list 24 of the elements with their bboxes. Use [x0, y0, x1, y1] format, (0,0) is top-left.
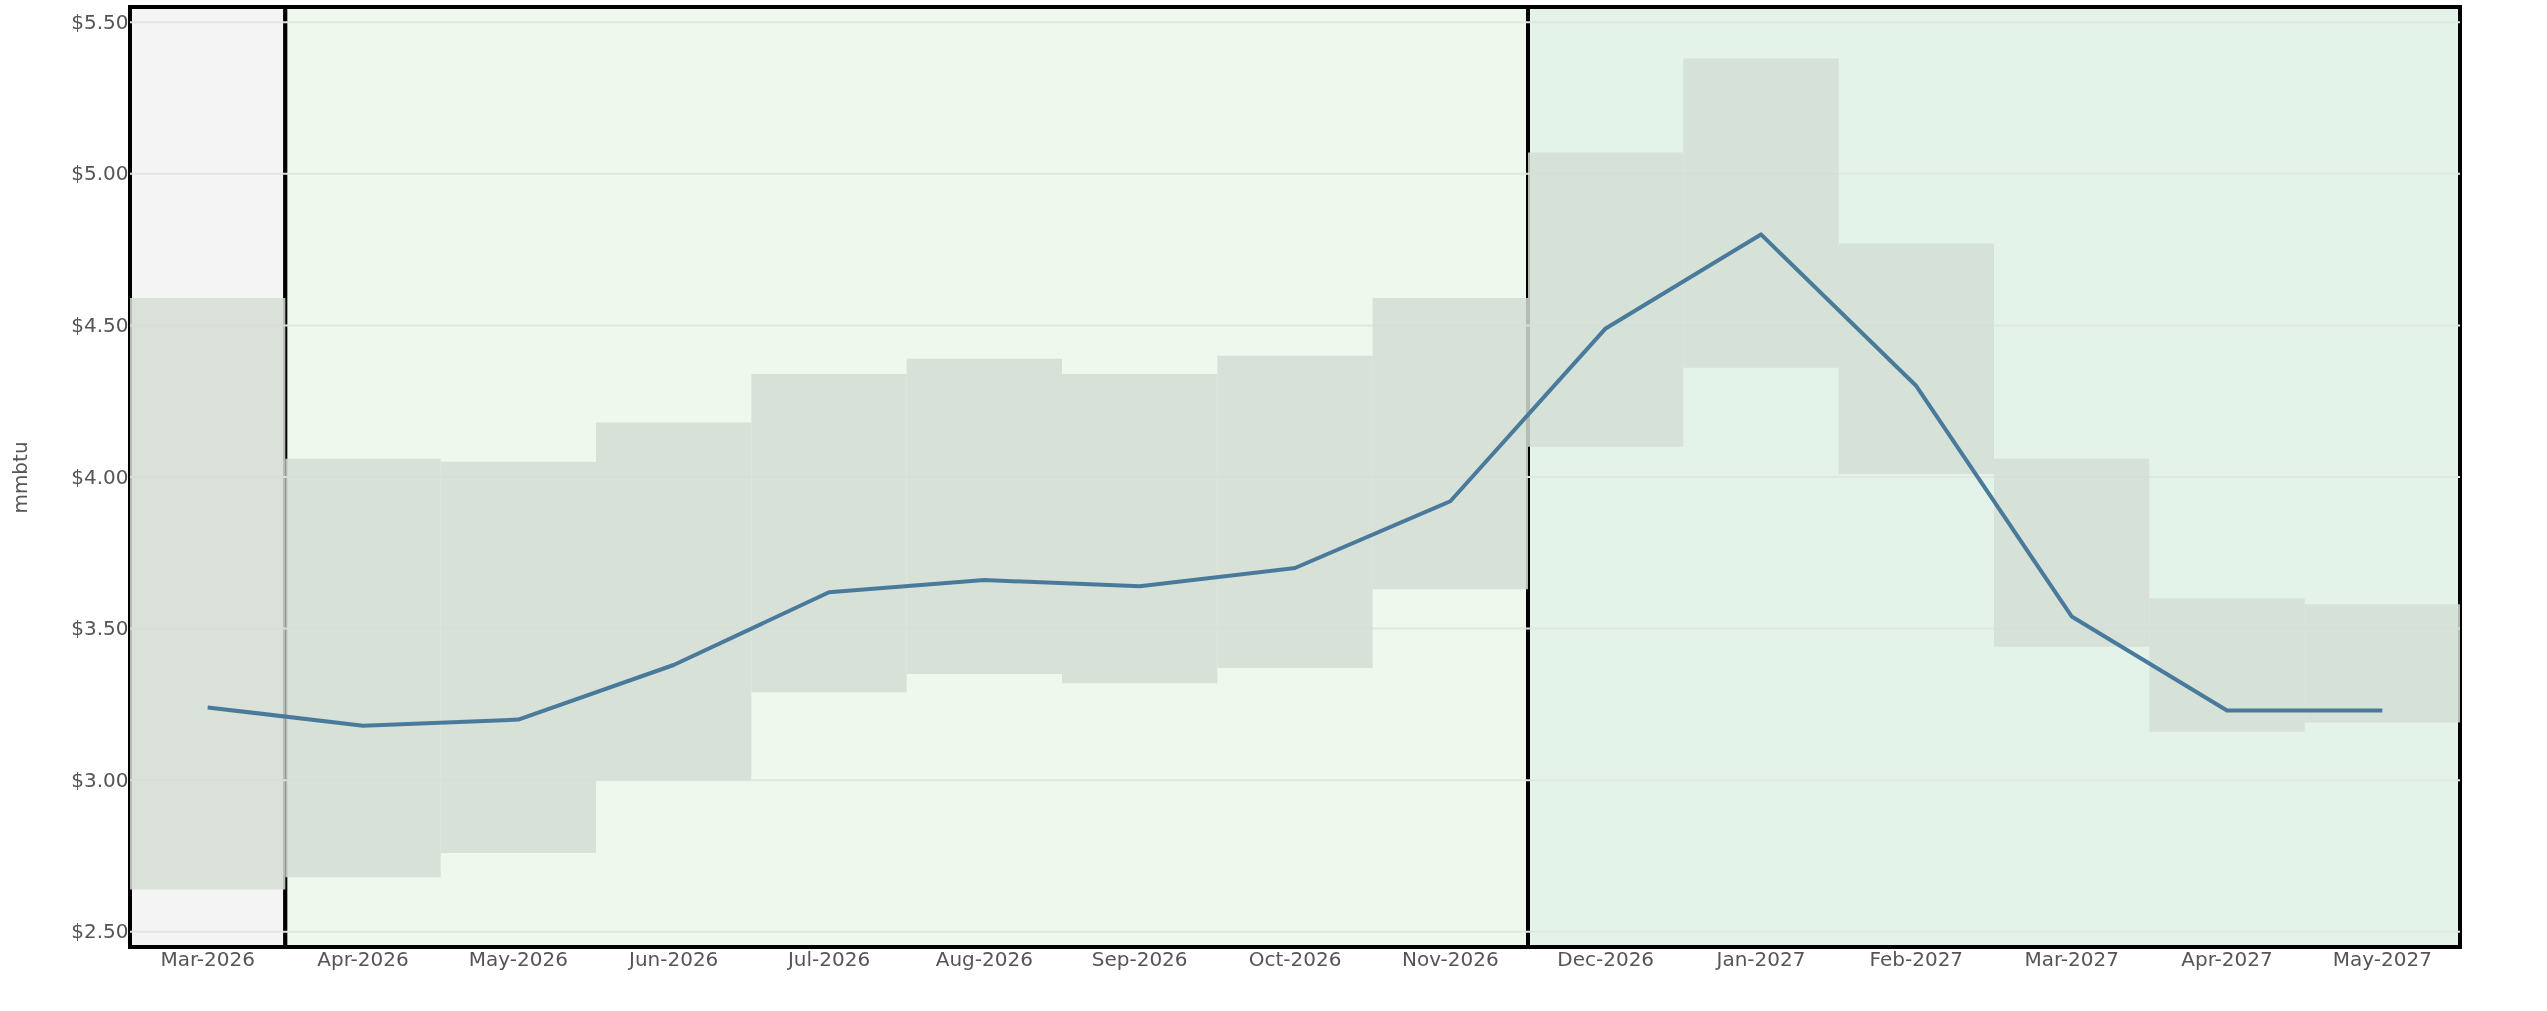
- x-tick-label: Jul-2026: [785, 946, 871, 971]
- x-tick-label: Apr-2027: [2181, 946, 2273, 971]
- x-tick-label: Jun-2026: [626, 946, 719, 971]
- x-tick-label: Sep-2026: [1091, 946, 1188, 971]
- y-tick-label: $3.50: [71, 616, 129, 641]
- y-tick-label: $4.00: [71, 464, 129, 489]
- x-tick-label: Dec-2026: [1557, 946, 1655, 971]
- x-tick-label: May-2026: [468, 946, 568, 971]
- y-tick-label: $4.50: [71, 312, 129, 337]
- x-tick-label: Mar-2026: [160, 946, 255, 971]
- y-tick-label: $5.50: [71, 9, 129, 34]
- x-tick-label: Feb-2027: [1869, 946, 1964, 971]
- y-axis-title: mmbtu: [8, 441, 33, 514]
- x-tick-label: Mar-2027: [2024, 946, 2119, 971]
- x-tick-label: Jan-2027: [1714, 946, 1806, 971]
- x-tick-label: Oct-2026: [1248, 946, 1342, 971]
- line-series: [205, 232, 2385, 728]
- x-tick-label: May-2027: [2332, 946, 2432, 971]
- x-tick-label: Apr-2026: [317, 946, 409, 971]
- y-tick-label: $5.00: [71, 161, 129, 186]
- y-tick-label: $3.00: [71, 767, 129, 792]
- x-tick-label: Nov-2026: [1402, 946, 1499, 971]
- y-tick-label: $2.50: [71, 919, 129, 944]
- x-tick-label: Aug-2026: [935, 946, 1033, 971]
